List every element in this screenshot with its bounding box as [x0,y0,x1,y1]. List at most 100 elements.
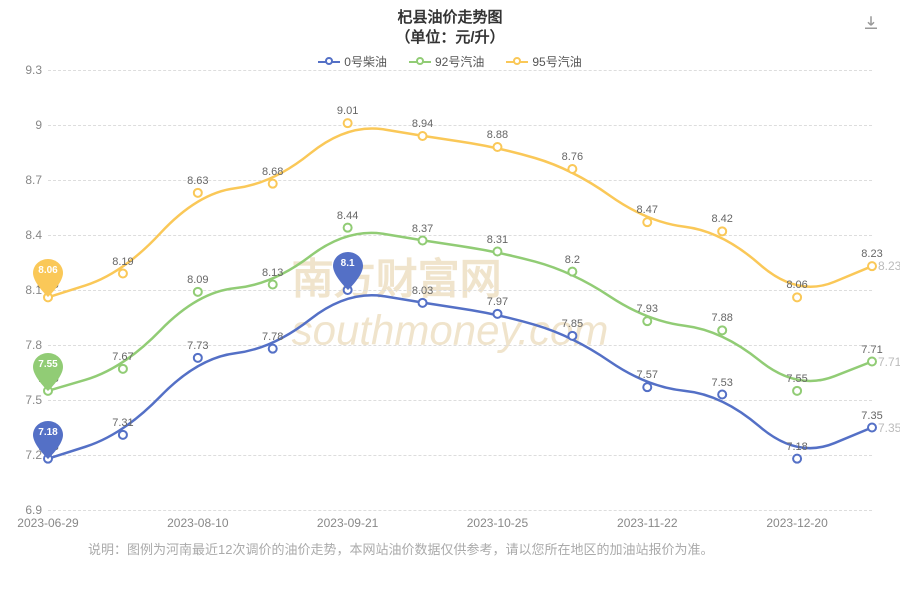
legend: 0号柴油 92号汽油 95号汽油 [0,53,900,70]
x-tick-label: 2023-11-22 [617,516,678,530]
series-marker[interactable] [868,424,876,432]
y-tick-label: 6.9 [10,503,42,517]
value-label: 8.68 [262,166,283,178]
value-label: 7.78 [262,331,283,343]
series-marker[interactable] [793,387,801,395]
legend-label: 0号柴油 [344,53,387,70]
series-end-label: 7.35 [878,421,900,435]
value-label: 7.31 [112,417,133,429]
value-label: 7.18 [786,441,807,453]
series-line [48,128,872,297]
y-tick-label: 8.4 [10,228,42,242]
series-marker[interactable] [194,189,202,197]
series-marker[interactable] [493,248,501,256]
series-marker[interactable] [419,237,427,245]
series-marker[interactable] [718,227,726,235]
pin-label: 8.1 [333,258,363,269]
y-tick-label: 7.8 [10,338,42,352]
title-line-2: （单位：元/升） [395,29,504,46]
x-tick-label: 2023-12-20 [766,516,827,530]
series-marker[interactable] [269,345,277,353]
value-label: 8.2 [565,254,580,266]
series-marker[interactable] [793,293,801,301]
gridline [48,510,872,511]
legend-item[interactable]: 95号汽油 [506,53,581,70]
series-marker[interactable] [419,299,427,307]
y-tick-label: 8.7 [10,173,42,187]
chart-lines [48,70,872,510]
series-marker[interactable] [194,288,202,296]
series-marker[interactable] [643,218,651,226]
value-label: 8.03 [412,285,433,297]
series-marker[interactable] [493,310,501,318]
value-label: 7.93 [637,303,658,315]
series-marker[interactable] [643,317,651,325]
y-tick-label: 7.5 [10,393,42,407]
series-end-label: 7.71 [878,355,900,369]
x-tick-label: 2023-08-10 [167,516,228,530]
highlight-pin[interactable]: 7.55 [33,353,63,391]
value-label: 8.42 [711,213,732,225]
x-tick-label: 2023-06-29 [17,516,78,530]
value-label: 7.97 [487,296,508,308]
value-label: 8.13 [262,267,283,279]
value-label: 7.73 [187,340,208,352]
series-marker[interactable] [568,332,576,340]
download-icon[interactable] [862,14,880,32]
series-marker[interactable] [793,455,801,463]
x-tick-label: 2023-10-25 [467,516,528,530]
title-line-1: 杞县油价走势图 [397,9,502,26]
footnote: 说明：图例为河南最近12次调价的油价走势，本网站油价数据仅供参考，请以您所在地区… [88,540,860,560]
value-label: 8.88 [487,129,508,141]
value-label: 8.94 [412,118,433,130]
series-marker[interactable] [493,143,501,151]
series-marker[interactable] [718,391,726,399]
legend-label: 95号汽油 [532,53,581,70]
series-marker[interactable] [269,180,277,188]
value-label: 8.37 [412,223,433,235]
series-marker[interactable] [194,354,202,362]
pin-label: 7.55 [33,359,63,370]
value-label: 8.19 [112,256,133,268]
series-marker[interactable] [568,268,576,276]
series-marker[interactable] [643,383,651,391]
value-label: 7.85 [562,318,583,330]
value-label: 7.53 [711,377,732,389]
value-label: 8.47 [637,204,658,216]
value-label: 8.09 [187,274,208,286]
series-marker[interactable] [718,326,726,334]
pin-label: 7.18 [33,427,63,438]
series-marker[interactable] [269,281,277,289]
series-marker[interactable] [568,165,576,173]
value-label: 9.01 [337,105,358,117]
value-label: 7.88 [711,312,732,324]
x-tick-label: 2023-09-21 [317,516,378,530]
highlight-pin[interactable]: 7.18 [33,421,63,459]
legend-item[interactable]: 92号汽油 [409,53,484,70]
series-marker[interactable] [344,119,352,127]
series-marker[interactable] [868,262,876,270]
value-label: 8.63 [187,175,208,187]
series-marker[interactable] [119,431,127,439]
series-marker[interactable] [119,365,127,373]
series-marker[interactable] [868,358,876,366]
highlight-pin[interactable]: 8.1 [333,252,363,290]
value-label: 7.57 [637,369,658,381]
legend-label: 92号汽油 [435,53,484,70]
series-marker[interactable] [119,270,127,278]
series-marker[interactable] [344,224,352,232]
highlight-pin[interactable]: 8.06 [33,259,63,297]
y-tick-label: 9 [10,118,42,132]
y-tick-label: 9.3 [10,63,42,77]
value-label: 8.31 [487,234,508,246]
value-label: 8.44 [337,210,358,222]
plot-area: 7.18 7.31 7.73 7.78 8.1 8.03 7.97 7.85 7.57 7.53 7… [48,70,872,510]
series-marker[interactable] [419,132,427,140]
value-label: 8.06 [786,279,807,291]
chart-container: 杞县油价走势图 （单位：元/升） 0号柴油92号汽油95号汽油 南方财富网 so… [0,0,900,600]
pin-label: 8.06 [33,265,63,276]
chart-title: 杞县油价走势图 （单位：元/升） [0,0,900,47]
value-label: 8.76 [562,151,583,163]
value-label: 7.67 [112,351,133,363]
legend-item[interactable]: 0号柴油 [318,53,387,70]
